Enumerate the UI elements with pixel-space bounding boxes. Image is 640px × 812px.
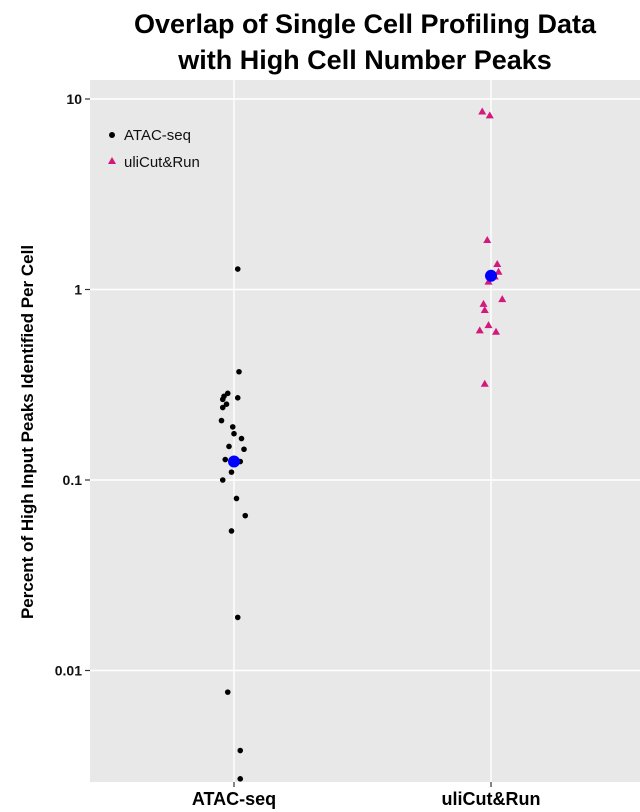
data-point-atac [241,446,247,453]
data-point-atac [218,417,225,424]
data-point-atac [238,435,245,442]
data-point-atac [226,443,232,450]
data-point-atac [219,477,226,483]
data-point-atac [224,689,231,695]
data-point-atac [224,390,231,397]
mean-markers [228,269,497,468]
data-point-atac [228,469,235,475]
x-tick-label: uliCut&Run [442,789,541,809]
data-point-atac [237,776,244,782]
legend-atac-marker [109,132,115,138]
data-point-atac [234,266,241,272]
data-point-ulicutrun [478,107,487,115]
data-point-ulicutrun [492,327,500,335]
mean-point [228,455,240,468]
data-point-atac [229,424,236,430]
y-axis-title: Percent of High Input Peaks Identified P… [18,245,37,619]
chart-title-line-2: with High Cell Number Peaks [177,45,552,75]
legend-ulicutrun-label: uliCut&Run [124,154,200,171]
y-tick-label: 10 [66,91,82,107]
chart-title-line-1: Overlap of Single Cell Profiling Data [134,9,597,39]
data-point-ulicutrun [480,306,489,314]
data-point-ulicutrun [484,321,493,329]
data-point-atac [228,528,235,534]
data-point-atac [219,396,226,403]
data-point-ulicutrun [494,267,503,275]
plot-panel [90,80,640,782]
data-point-atac [237,747,244,754]
data-point-ulicutrun [480,379,489,387]
data-point-ulicutrun [485,111,494,119]
data-point-ulicutrun [493,260,502,268]
data-point-atac [219,404,226,411]
data-point-ulicutrun [498,295,507,303]
y-tick-label: 0.01 [55,663,82,679]
x-tick-label: ATAC-seq [192,789,276,809]
mean-point [485,269,497,282]
data-point-atac [222,456,229,463]
data-point-ulicutrun [475,326,484,334]
data-point-ulicutrun [479,299,488,307]
legend: ATAC-seq uliCut&Run [108,127,200,171]
data-point-atac [233,495,240,502]
data-point-atac [231,430,237,437]
legend-atac-label: ATAC-seq [124,127,191,144]
data-point-atac [234,614,241,621]
data-point-atac [242,512,249,519]
y-tick-label: 1 [74,282,82,298]
data-point-ulicutrun [483,235,492,243]
axes: 0.01 0.1 1 10 ATAC-seq uliCut&Run [55,91,541,809]
y-tick-label: 0.1 [63,472,83,488]
data-point-atac [223,401,230,407]
data-point-atac [234,395,241,401]
data-point-atac [236,368,242,375]
legend-ulicutrun-marker [108,157,116,164]
